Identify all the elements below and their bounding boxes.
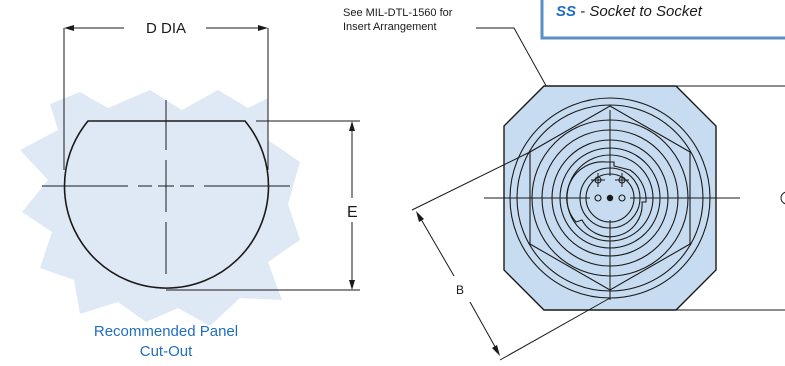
socket-type-banner bbox=[540, 0, 785, 40]
b-extension-bottom bbox=[499, 297, 611, 361]
b-dimension-line-bottom bbox=[469, 301, 499, 353]
b-dimension-line-top bbox=[417, 213, 455, 277]
contact-socket-4 bbox=[618, 194, 626, 202]
b-arrow-top bbox=[416, 211, 424, 222]
banner-description: - Socket to Socket bbox=[576, 3, 703, 20]
d-arrow-left bbox=[64, 25, 74, 31]
insert-note-line2: Insert Arrangement bbox=[343, 21, 437, 33]
b-arrow-bottom bbox=[492, 345, 500, 356]
e-arrow-bottom bbox=[349, 280, 355, 290]
d-arrow-right bbox=[258, 25, 268, 31]
dimension-d-label: D DIA bbox=[146, 20, 186, 37]
contact-socket-3 bbox=[594, 194, 602, 202]
cutout-caption-line2: Cut-Out bbox=[140, 343, 193, 360]
e-arrow-top bbox=[349, 121, 355, 131]
dimension-b-label: B bbox=[456, 283, 464, 297]
insert-outline bbox=[566, 161, 647, 238]
contact-socket-center bbox=[606, 194, 614, 202]
panel-cutout-outline bbox=[63, 120, 270, 289]
cropped-dimension-mark bbox=[780, 191, 785, 205]
splash-background bbox=[20, 90, 300, 326]
insert-note-line1: See MIL-DTL-1560 for bbox=[343, 7, 453, 19]
socket-type-banner-text: SS - Socket to Socket bbox=[556, 3, 703, 20]
dimension-e-label: E bbox=[347, 204, 358, 221]
b-extension-top bbox=[411, 151, 531, 211]
banner-code: SS bbox=[556, 3, 576, 20]
cutout-caption-line1: Recommended Panel bbox=[94, 323, 238, 340]
